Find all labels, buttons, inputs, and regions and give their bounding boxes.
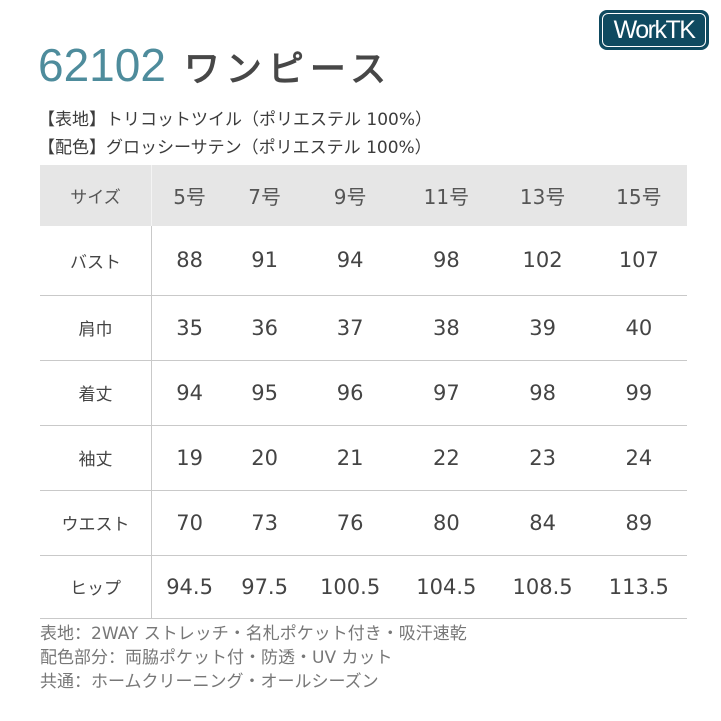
cell-value: 23 [529, 445, 556, 470]
table-row: バスト 88 91 94 98 102 107 [40, 226, 687, 295]
fabric-main: 【表地】トリコットツイル（ポリエステル 100%） [38, 110, 433, 130]
cell-value: 96 [336, 380, 364, 405]
cell-value: 19 [176, 445, 203, 470]
header-size: 5号 [173, 185, 206, 209]
cell-value: 38 [433, 315, 460, 340]
header-size: 9号 [333, 185, 367, 209]
row-label: ヒップ [40, 555, 152, 618]
cell-value: 35 [176, 315, 203, 340]
cell-value: 88 [176, 248, 203, 273]
cell-value: 108.5 [512, 574, 573, 599]
product-name: ワンピース [183, 49, 393, 90]
row-label: ウエスト [40, 490, 152, 555]
brand-logo-text: WorkTK [602, 13, 706, 47]
cell-value: 95 [251, 380, 278, 405]
cell-value: 98 [529, 380, 556, 405]
table-row: 袖丈 19 20 21 22 23 24 [40, 425, 687, 490]
note-item: 配色部分：両脇ポケット付・防透・UV カット [40, 648, 393, 668]
table-row: 肩巾 35 36 37 38 39 40 [40, 295, 687, 360]
brand-logo: WorkTK [599, 10, 709, 50]
cell-value: 70 [176, 510, 203, 535]
size-table: サイズ 5号 7号 9号 11号 13号 15号 バスト 88 91 94 98 102 107 肩巾 35… [40, 165, 687, 619]
cell-value: 94 [336, 248, 364, 273]
table-row: ウエスト 70 73 76 80 84 89 [40, 490, 687, 555]
header-size: 7号 [248, 185, 281, 209]
cell-value: 39 [529, 315, 556, 340]
cell-value: 91 [251, 248, 278, 273]
cell-value: 36 [251, 315, 278, 340]
cell-value: 37 [336, 315, 364, 340]
header-size: 13号 [519, 185, 566, 209]
cell-value: 102 [522, 248, 563, 273]
cell-value: 20 [251, 445, 278, 470]
cell-value: 21 [336, 445, 364, 470]
cell-value: 24 [625, 445, 653, 470]
table-row: 着丈 94 95 96 97 98 99 [40, 360, 687, 425]
cell-value: 97 [433, 380, 460, 405]
size-header-row: サイズ 5号 7号 9号 11号 13号 15号 [40, 165, 687, 226]
note-item: 表地：2WAY ストレッチ・名札ポケット付き・吸汗速乾 [40, 624, 467, 644]
product-title: 62102 ワンピース [38, 40, 392, 95]
cell-value: 94.5 [166, 574, 213, 599]
cell-value: 73 [251, 510, 278, 535]
table-row: ヒップ 94.5 97.5 100.5 104.5 108.5 113.5 [40, 555, 687, 618]
row-label: バスト [40, 226, 152, 295]
cell-value: 113.5 [608, 574, 669, 599]
row-label: 肩巾 [40, 295, 152, 360]
cell-value: 107 [618, 248, 659, 273]
header-size: 15号 [616, 185, 662, 209]
cell-value: 94 [176, 380, 203, 405]
cell-value: 97.5 [241, 574, 288, 599]
cell-value: 80 [433, 510, 460, 535]
product-code: 62102 [38, 39, 166, 91]
note-item: 共通：ホームクリーニング・オールシーズン [40, 672, 379, 692]
cell-value: 89 [625, 510, 653, 535]
cell-value: 84 [529, 510, 556, 535]
notes: 表地：2WAY ストレッチ・名札ポケット付き・吸汗速乾 配色部分：両脇ポケット付… [40, 622, 467, 694]
cell-value: 99 [625, 380, 653, 405]
header-label: サイズ [40, 165, 152, 226]
fabric-accent: 【配色】グロッシーサテン（ポリエステル 100%） [38, 138, 432, 158]
cell-value: 100.5 [320, 574, 381, 599]
cell-value: 98 [433, 248, 460, 273]
cell-value: 76 [336, 510, 364, 535]
cell-value: 40 [625, 315, 653, 340]
cell-value: 22 [433, 445, 460, 470]
row-label: 袖丈 [40, 425, 152, 490]
cell-value: 104.5 [416, 574, 477, 599]
header-size: 11号 [423, 185, 470, 209]
row-label: 着丈 [40, 360, 152, 425]
